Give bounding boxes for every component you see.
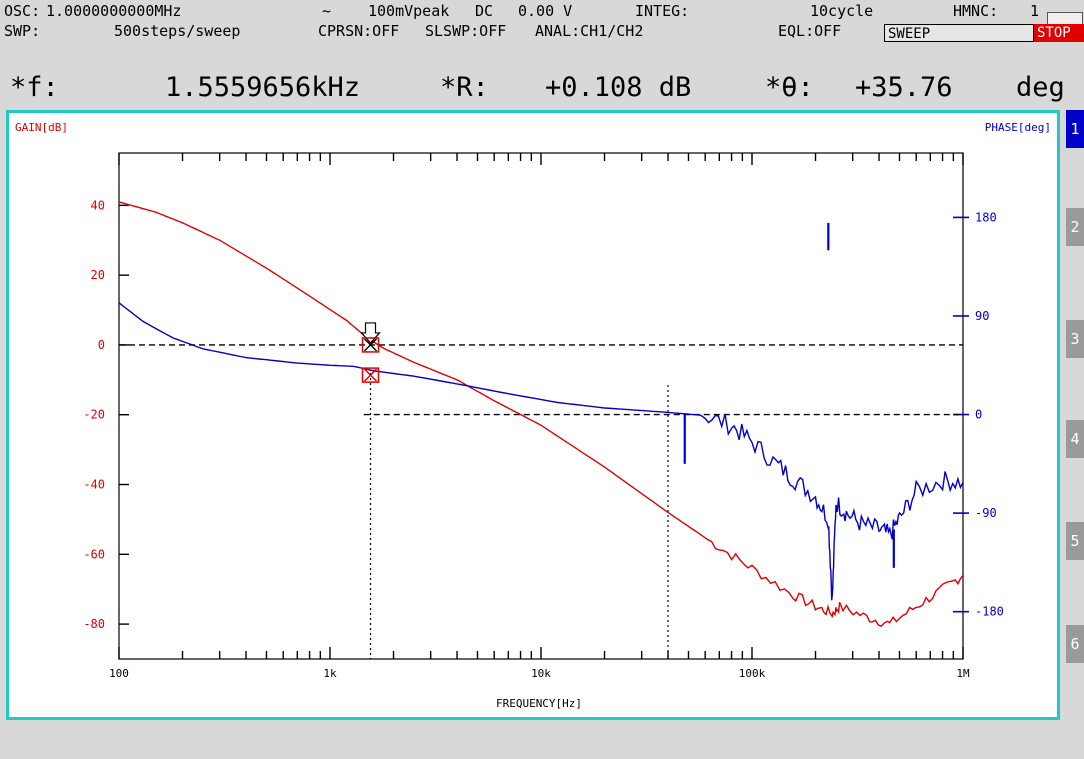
- gain-readout-label: *R:: [440, 72, 489, 103]
- gain-marker-box[interactable]: [361, 337, 380, 353]
- marker-group[interactable]: [360, 322, 381, 383]
- trace-tab-bar: 1 2 3 4 5 6: [1066, 110, 1084, 670]
- phase-tick-label: -90: [975, 506, 997, 520]
- reference-lines: [119, 344, 963, 659]
- integ-value: 10cycle: [810, 2, 874, 20]
- phase-axis-title: PHASE[deg]: [985, 121, 1051, 134]
- phase-tick-label: 90: [975, 309, 989, 323]
- cprsn-status: CPRSN:OFF: [318, 22, 400, 40]
- gain-marker-cross-icon[interactable]: [364, 338, 378, 352]
- plot-axes: 100 1k 10k 100k 1M 40 20 0 -20 -40 -60 -80 180 90 0 -90…: [83, 152, 1004, 680]
- gain-trace: [118, 201, 964, 628]
- osc-frequency: 1.0000000000MHz: [46, 2, 182, 20]
- trace-tab-4[interactable]: 4: [1066, 420, 1084, 458]
- trace-tab-2[interactable]: 2: [1066, 208, 1084, 246]
- bode-plot-frame[interactable]: GAIN[dB] PHASE[deg] FREQUENCY[Hz] 100 1k 1…: [6, 110, 1060, 720]
- gain-tick-label: -20: [83, 408, 105, 422]
- gain-axis-title: GAIN[dB]: [15, 121, 68, 134]
- plot-area-border: [118, 152, 964, 660]
- gain-tick-label: -60: [83, 547, 105, 561]
- stop-button[interactable]: STOP: [1034, 24, 1084, 42]
- dc-value: 0.00 V: [518, 2, 573, 20]
- trace-tab-5[interactable]: 5: [1066, 522, 1084, 560]
- x-tick-label: 100: [109, 667, 129, 680]
- marker-arrow-icon[interactable]: [360, 322, 381, 344]
- phase-marker-box[interactable]: [361, 367, 380, 383]
- phase-tick-label: 180: [975, 210, 997, 224]
- trace-tab-6[interactable]: 6: [1066, 625, 1084, 663]
- phase-tick-label: -180: [975, 605, 1004, 619]
- phase-readout-label: *θ:: [765, 72, 814, 103]
- x-tick-label: 100k: [739, 667, 766, 680]
- sweep-button[interactable]: SWEEP: [884, 24, 1034, 42]
- status-row-osc: OSC: 1.0000000000MHz ~ 100mVpeak DC 0.00…: [0, 0, 1084, 22]
- anal-status: ANAL:CH1/CH2: [535, 22, 644, 40]
- phase-readout-value: +35.76: [855, 72, 953, 103]
- sine-wave-icon: ~: [322, 2, 332, 20]
- osc-label: OSC:: [4, 2, 41, 20]
- dc-label: DC: [475, 2, 494, 20]
- hmnc-value: 1: [1030, 2, 1040, 20]
- trace-tab-1[interactable]: 1: [1066, 110, 1084, 148]
- gain-readout-value: +0.108 dB: [545, 72, 692, 103]
- gain-tick-label: -40: [83, 478, 105, 492]
- freq-readout-value: 1.5559656kHz: [165, 72, 361, 103]
- status-row-sweep: SWP: 500steps/sweep CPRSN:OFF SLSWP:OFF …: [0, 20, 1084, 42]
- x-tick-label: 10k: [531, 667, 551, 680]
- slswp-status: SLSWP:OFF: [425, 22, 507, 40]
- x-tick-label: 1M: [956, 667, 970, 680]
- x-tick-label: 1k: [323, 667, 337, 680]
- eql-status: EQL:OFF: [778, 22, 842, 40]
- trace-tab-3[interactable]: 3: [1066, 320, 1084, 358]
- phase-marker-cross-icon[interactable]: [364, 368, 378, 382]
- phase-trace: [118, 302, 964, 601]
- osc-amplitude: 100mVpeak: [368, 2, 450, 20]
- swp-value: 500steps/sweep: [114, 22, 241, 40]
- gain-tick-label: 0: [98, 338, 105, 352]
- hmnc-label: HMNC:: [953, 2, 999, 20]
- swp-label: SWP:: [4, 22, 41, 40]
- integ-label: INTEG:: [635, 2, 690, 20]
- phase-readout-unit: deg: [1016, 72, 1065, 103]
- data-traces: [118, 201, 964, 628]
- phase-tick-label: 0: [975, 408, 982, 422]
- marker-readout: *f: 1.5559656kHz *R: +0.108 dB *θ: +35.7…: [0, 70, 1084, 106]
- freq-readout-label: *f:: [10, 72, 59, 103]
- bode-plot[interactable]: GAIN[dB] PHASE[deg] FREQUENCY[Hz] 100 1k 1…: [9, 113, 1057, 717]
- gain-tick-label: 40: [91, 198, 105, 212]
- x-axis-title: FREQUENCY[Hz]: [496, 697, 582, 710]
- gain-tick-label: -80: [83, 617, 105, 631]
- gain-tick-label: 20: [91, 268, 105, 282]
